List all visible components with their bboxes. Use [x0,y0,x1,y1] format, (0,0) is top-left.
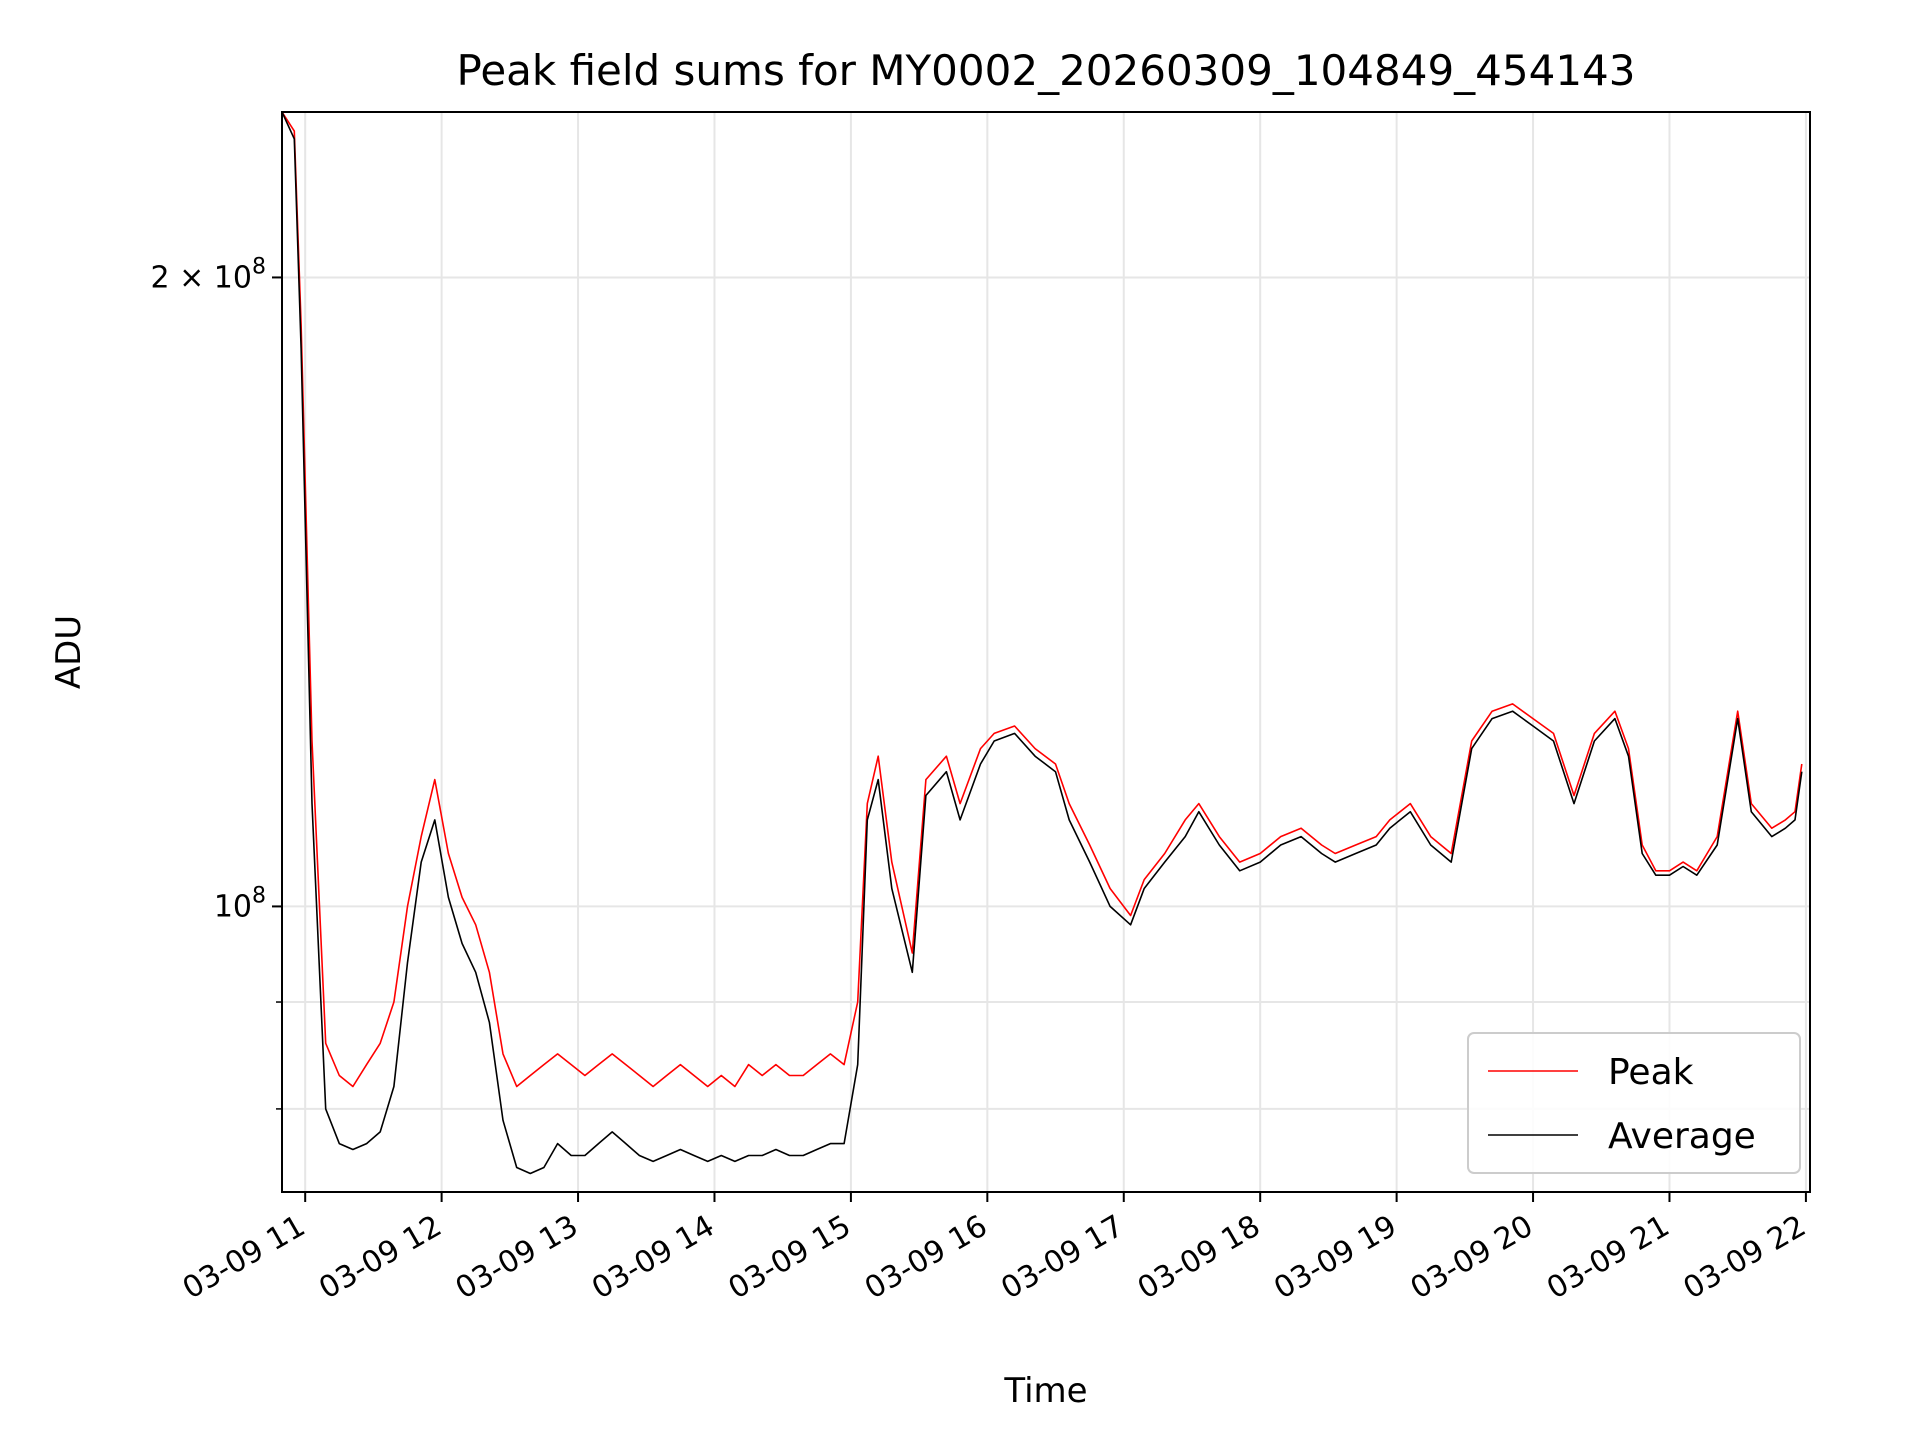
grid [282,112,1810,1192]
legend-label: Average [1608,1116,1756,1157]
y-axis: 108 2 × 108 [151,254,282,1110]
series-line-peak [282,112,1803,1088]
y-axis-label: ADU [49,615,89,689]
legend-label: Peak [1608,1052,1694,1093]
y-tick-label: 108 [214,883,266,924]
series-layer [282,112,1803,1175]
series-line-average [282,112,1803,1175]
chart-title: Peak field sums for MY0002_20260309_1048… [456,46,1635,95]
legend: Peak Average [1467,1032,1801,1174]
plot-frame [281,111,1811,1193]
legend-box [1467,1032,1801,1174]
x-axis-label: Time [1003,1371,1087,1411]
y-tick-label: 2 × 108 [151,254,266,295]
